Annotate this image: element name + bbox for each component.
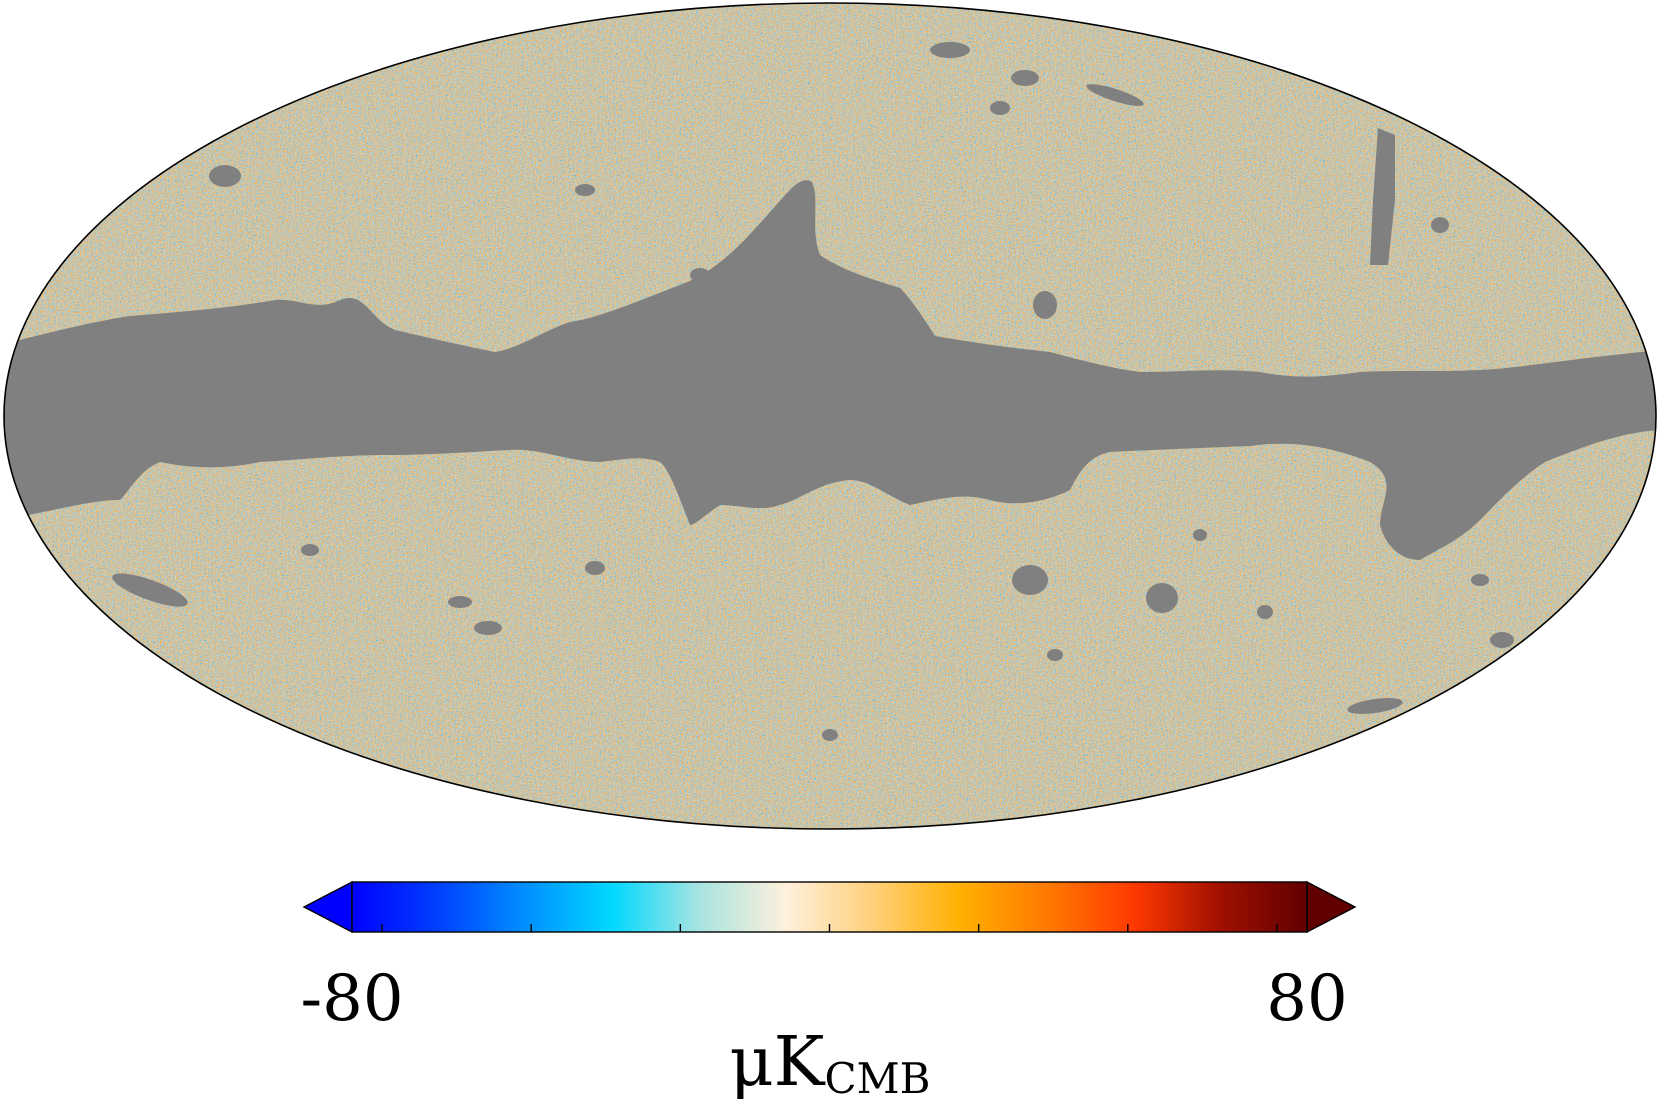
- colorbar-gradient: [351, 881, 1308, 933]
- galactic-plane-mask: [4, 180, 1656, 560]
- point-source-mask: [1347, 698, 1403, 714]
- point-source-mask: [209, 165, 241, 187]
- colorbar-extend-low: [302, 880, 353, 934]
- point-source-mask: [1257, 605, 1273, 619]
- point-source-mask: [1047, 649, 1063, 661]
- colorbar: -80 80 μKCMB: [300, 880, 1357, 1099]
- point-source-mask: [1011, 70, 1039, 86]
- point-source-mask: [301, 544, 319, 556]
- colorbar-extend-high: [1306, 880, 1357, 934]
- point-source-mask: [1012, 565, 1048, 595]
- point-source-mask: [448, 596, 472, 608]
- point-source-mask: [474, 621, 502, 635]
- point-source-mask: [930, 42, 970, 58]
- colorbar-max-label: 80: [1266, 962, 1347, 1036]
- map-outline: [3, 2, 1657, 830]
- point-source-mask: [690, 268, 710, 282]
- point-source-mask: [1490, 632, 1514, 648]
- point-source-mask: [575, 184, 595, 196]
- point-source-mask: [990, 101, 1010, 115]
- point-source-mask: [1146, 583, 1178, 613]
- unit-subscript: CMB: [824, 1054, 930, 1099]
- point-source-mask: [112, 573, 188, 607]
- colorbar-unit-label: μKCMB: [729, 1023, 930, 1099]
- point-source-mask: [1033, 291, 1057, 319]
- unit-main: μK: [729, 1023, 825, 1099]
- colorbar-ticks: [381, 924, 1278, 932]
- colorbar-min-label: -80: [300, 962, 403, 1036]
- point-source-mask: [1086, 84, 1144, 106]
- point-source-mask: [1370, 128, 1395, 265]
- point-source-mask: [1431, 217, 1449, 233]
- point-source-mask: [585, 561, 605, 575]
- mollweide-map: [4, 3, 1656, 829]
- point-source-mask: [822, 729, 838, 741]
- point-source-mask: [1193, 529, 1207, 541]
- point-source-mask: [1471, 574, 1489, 586]
